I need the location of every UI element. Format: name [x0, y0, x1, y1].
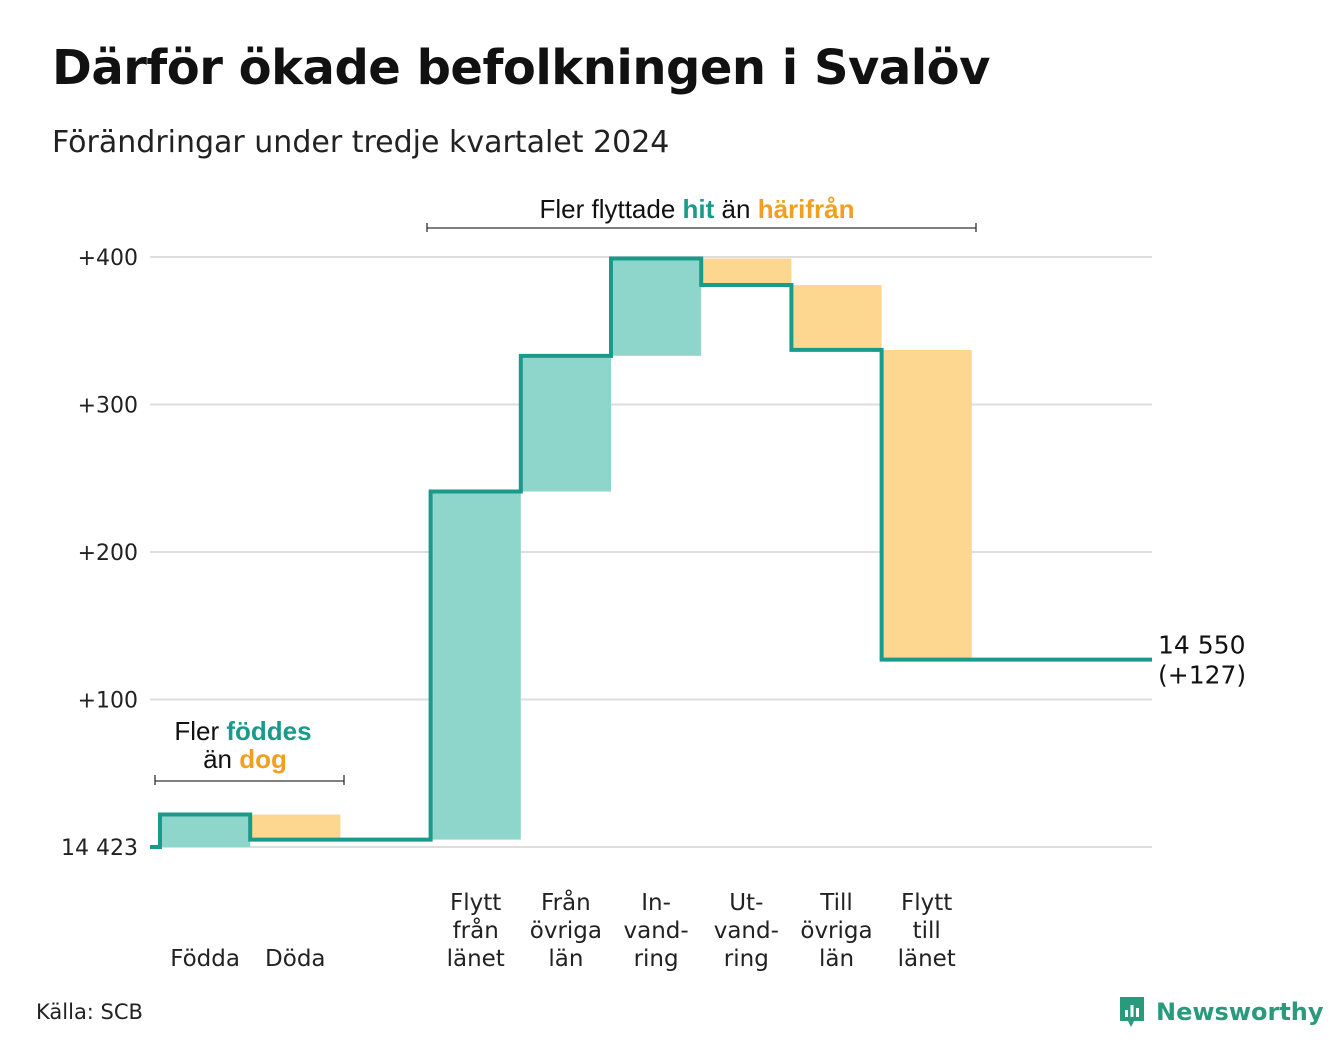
- births-annotation-line2: än dog: [203, 744, 287, 774]
- chart-subtitle: Förändringar under tredje kvartalet 2024: [52, 125, 670, 160]
- y-tick-label: +100: [78, 689, 138, 714]
- x-axis-categories: Födda DödaFlyttfrånlänetFrånövrigalänIn-v…: [170, 888, 956, 972]
- births-bracket: [154, 775, 345, 785]
- category-label: Till: [819, 890, 853, 916]
- waterfall-bar: [881, 349, 972, 660]
- y-tick-label: +400: [78, 246, 138, 271]
- cumulative-line: [150, 256, 1152, 849]
- chart-title: Därför ökade befolkningen i Svalöv: [52, 40, 990, 96]
- births-annotation: Fler föddes än dog: [154, 716, 345, 785]
- category-label: vand-: [624, 918, 689, 944]
- waterfall-bar: [160, 814, 251, 847]
- births-annotation-line1: Fler föddes: [174, 716, 311, 746]
- category-label: län: [548, 946, 583, 972]
- category-label: län: [819, 946, 854, 972]
- migration-annotation: Fler flyttade hit än härifrån: [426, 194, 977, 232]
- category-label: Döda: [265, 946, 325, 972]
- category-label: Flytt: [450, 890, 501, 916]
- cumulative-line: [150, 256, 1152, 849]
- category-label: från: [453, 916, 499, 944]
- end-change-label: (+127): [1158, 661, 1246, 690]
- migration-annotation-text: Fler flyttade hit än härifrån: [539, 194, 854, 224]
- y-tick-label: +200: [78, 541, 138, 566]
- category-label: ring: [724, 946, 769, 972]
- end-label: 14 550(+127): [1158, 631, 1246, 690]
- category-label: Flytt: [901, 890, 952, 916]
- migration-bracket: [426, 223, 977, 232]
- y-tick-label: 14 423: [61, 836, 138, 861]
- newsworthy-logo-icon: [1120, 997, 1144, 1027]
- waterfall-bar: [701, 258, 792, 286]
- category-label: In-: [641, 890, 671, 916]
- brand-name: Newsworthy: [1156, 998, 1324, 1026]
- waterfall-bar: [520, 355, 611, 492]
- source-note: Källa: SCB: [36, 1000, 143, 1024]
- y-axis-ticks: 14 423 +100 +200 +300 +400: [61, 246, 138, 861]
- brand-logo[interactable]: Newsworthy: [1118, 994, 1324, 1030]
- end-value-label: 14 550: [1158, 631, 1245, 660]
- waterfall-bar: [430, 491, 521, 840]
- category-label: övriga: [530, 918, 602, 944]
- y-tick-label: +300: [78, 394, 138, 419]
- category-label: ring: [634, 946, 679, 972]
- category-label: länet: [447, 946, 505, 972]
- category-label: vand-: [714, 918, 779, 944]
- category-label: till: [913, 918, 941, 944]
- waterfall-bar: [791, 285, 882, 350]
- category-label: länet: [898, 946, 956, 972]
- bars: [160, 258, 972, 847]
- category-label: övriga: [800, 918, 872, 944]
- waterfall-bar: [250, 814, 341, 840]
- grid-lines: [150, 256, 1152, 848]
- category-label: Ut-: [729, 890, 763, 916]
- waterfall-bar: [611, 258, 702, 356]
- category-label: Från: [541, 888, 591, 916]
- category-label: Födda: [170, 946, 240, 972]
